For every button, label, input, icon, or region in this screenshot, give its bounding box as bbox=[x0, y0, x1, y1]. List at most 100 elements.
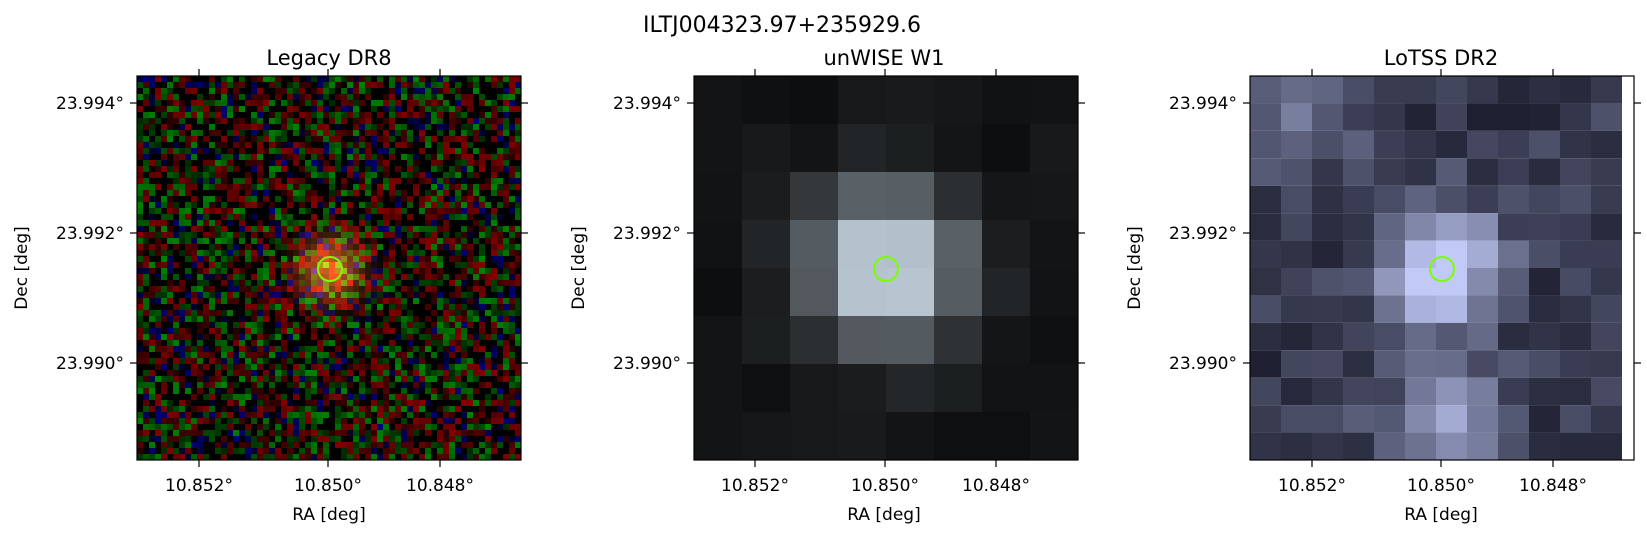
image-pixel bbox=[389, 286, 395, 292]
image-pixel bbox=[515, 310, 521, 316]
image-pixel bbox=[281, 304, 287, 310]
image-pixel bbox=[335, 340, 341, 346]
image-pixel bbox=[1343, 432, 1374, 460]
image-pixel bbox=[233, 106, 239, 112]
image-pixel bbox=[365, 322, 371, 328]
image-pixel bbox=[143, 400, 149, 406]
image-pixel bbox=[173, 424, 179, 430]
image-pixel bbox=[197, 364, 203, 370]
image-pixel bbox=[503, 370, 509, 376]
image-pixel bbox=[437, 316, 443, 322]
image-pixel bbox=[413, 430, 419, 436]
image-pixel bbox=[377, 292, 383, 298]
image-pixel bbox=[371, 268, 377, 274]
image-pixel bbox=[293, 220, 299, 226]
image-pixel bbox=[413, 400, 419, 406]
image-pixel bbox=[155, 340, 161, 346]
image-pixel bbox=[359, 124, 365, 130]
image-pixel bbox=[167, 124, 173, 130]
image-pixel bbox=[467, 184, 473, 190]
image-pixel bbox=[251, 88, 257, 94]
image-pixel bbox=[263, 418, 269, 424]
image-pixel bbox=[1343, 158, 1374, 186]
image-pixel bbox=[377, 196, 383, 202]
image-pixel bbox=[173, 100, 179, 106]
image-pixel bbox=[341, 226, 347, 232]
image-pixel bbox=[479, 334, 485, 340]
image-pixel bbox=[263, 250, 269, 256]
image-pixel bbox=[515, 424, 521, 430]
image-pixel bbox=[257, 328, 263, 334]
image-pixel bbox=[455, 388, 461, 394]
image-pixel bbox=[395, 400, 401, 406]
image-pixel bbox=[215, 220, 221, 226]
image-pixel bbox=[263, 280, 269, 286]
image-pixel bbox=[215, 178, 221, 184]
image-pixel bbox=[341, 202, 347, 208]
image-pixel bbox=[359, 148, 365, 154]
image-pixel bbox=[209, 436, 215, 442]
image-pixel bbox=[263, 310, 269, 316]
image-pixel bbox=[257, 424, 263, 430]
image-pixel bbox=[311, 442, 317, 448]
image-pixel bbox=[227, 412, 233, 418]
image-pixel bbox=[329, 328, 335, 334]
image-pixel bbox=[233, 382, 239, 388]
image-pixel bbox=[263, 136, 269, 142]
image-pixel bbox=[365, 256, 371, 262]
image-pixel bbox=[329, 376, 335, 382]
image-pixel bbox=[149, 394, 155, 400]
image-pixel bbox=[179, 424, 185, 430]
image-pixel bbox=[275, 292, 281, 298]
image-pixel bbox=[305, 184, 311, 190]
image-pixel bbox=[491, 364, 497, 370]
image-pixel bbox=[365, 238, 371, 244]
image-pixel bbox=[179, 346, 185, 352]
image-pixel bbox=[251, 154, 257, 160]
image-pixel bbox=[227, 400, 233, 406]
image-pixel bbox=[485, 226, 491, 232]
image-pixel bbox=[383, 118, 389, 124]
image-pixel bbox=[335, 166, 341, 172]
image-pixel bbox=[461, 160, 467, 166]
image-pixel bbox=[197, 226, 203, 232]
image-pixel bbox=[191, 238, 197, 244]
image-pixel bbox=[215, 100, 221, 106]
image-pixel bbox=[137, 352, 143, 358]
image-pixel bbox=[509, 88, 515, 94]
image-pixel bbox=[503, 346, 509, 352]
image-pixel bbox=[155, 412, 161, 418]
image-pixel bbox=[239, 370, 245, 376]
image-pixel bbox=[413, 166, 419, 172]
image-pixel bbox=[161, 256, 167, 262]
image-pixel bbox=[149, 424, 155, 430]
image-pixel bbox=[413, 184, 419, 190]
x-axis-label: RA [deg] bbox=[292, 505, 365, 525]
image-pixel bbox=[425, 376, 431, 382]
image-pixel bbox=[1030, 220, 1078, 268]
image-pixel bbox=[155, 424, 161, 430]
image-pixel bbox=[413, 82, 419, 88]
image-pixel bbox=[515, 442, 521, 448]
image-pixel bbox=[293, 118, 299, 124]
image-pixel bbox=[245, 394, 251, 400]
image-pixel bbox=[143, 94, 149, 100]
image-pixel bbox=[1343, 295, 1374, 323]
image-pixel bbox=[191, 106, 197, 112]
image-pixel bbox=[437, 364, 443, 370]
image-pixel bbox=[1312, 295, 1343, 323]
image-pixel bbox=[473, 202, 479, 208]
image-pixel bbox=[293, 88, 299, 94]
image-pixel bbox=[299, 250, 305, 256]
image-pixel bbox=[491, 184, 497, 190]
image-pixel bbox=[479, 268, 485, 274]
image-pixel bbox=[383, 232, 389, 238]
image-pixel bbox=[509, 106, 515, 112]
image-pixel bbox=[509, 412, 515, 418]
image-pixel bbox=[455, 430, 461, 436]
image-pixel bbox=[197, 310, 203, 316]
image-pixel bbox=[443, 328, 449, 334]
image-pixel bbox=[329, 100, 335, 106]
image-pixel bbox=[413, 316, 419, 322]
image-pixel bbox=[221, 208, 227, 214]
